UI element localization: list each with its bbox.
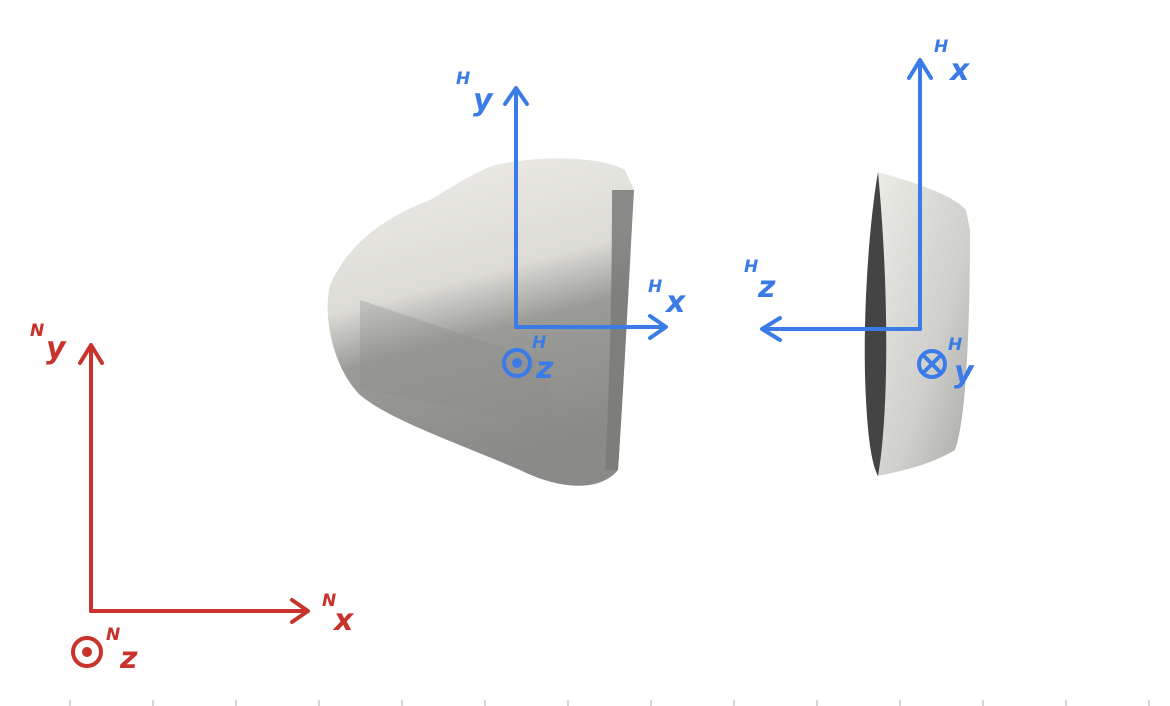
ref-z-label-base: z [119,641,138,676]
ref-z-label-sup: N [106,625,120,645]
side-z-axis-label: H z [744,257,776,305]
ref-y-label-sup: N [30,321,44,341]
front-x-axis-label: H x [648,277,687,320]
front-z-label-sup: H [532,333,546,353]
ref-z-out-of-page-circle [71,636,103,668]
side-y-into-page-circle [917,349,947,379]
side-y-axis-label: H y [948,335,975,390]
front-shape [327,158,634,486]
side-y-cross-line-2 [923,355,941,373]
bottom-ruler [69,700,1150,706]
front-view-frame [502,86,668,378]
ref-y-axis-arrowhead [78,343,104,365]
ref-y-axis-label: N y [30,321,67,366]
front-z-axis-label: H z [532,333,554,386]
ref-z-axis-label: N z [106,625,138,676]
front-y-axis-arrowhead [503,86,529,106]
reference-frame [71,343,310,668]
ref-x-label-sup: N [322,591,336,611]
side-x-axis-label: H x [934,37,971,88]
front-shape-rim [605,190,634,470]
front-y-label-base: y [473,83,494,118]
ref-z-out-of-page-dot [82,647,92,657]
side-shape-dark-face [864,172,887,476]
front-z-out-of-page-dot [512,358,522,368]
front-y-label-sup: H [456,69,470,89]
ref-x-axis-label: N x [322,591,355,638]
front-z-out-of-page-circle [502,348,532,378]
side-y-label-sup: H [948,335,962,355]
front-shape-body [327,158,634,486]
front-y-axis-label: H y [456,69,494,118]
front-x-axis-arrowhead [648,314,668,340]
front-shape-facet [360,300,560,430]
front-x-label-sup: H [648,277,662,297]
side-x-axis-arrowhead [907,58,933,80]
side-view-frame [760,58,947,379]
side-shape [864,172,970,476]
side-x-label-base: x [948,53,971,88]
side-z-label-sup: H [744,257,758,277]
ref-x-axis-arrowhead [290,598,310,624]
side-z-axis-arrowhead [760,316,782,342]
side-z-label-base: z [757,270,776,305]
ref-y-label-base: y [46,331,67,366]
front-x-label-base: x [664,285,687,320]
side-shape-body [878,172,970,476]
side-x-label-sup: H [934,37,948,57]
side-y-label-base: y [954,355,975,390]
front-z-label-base: z [535,351,554,386]
ref-x-label-base: x [332,603,355,638]
